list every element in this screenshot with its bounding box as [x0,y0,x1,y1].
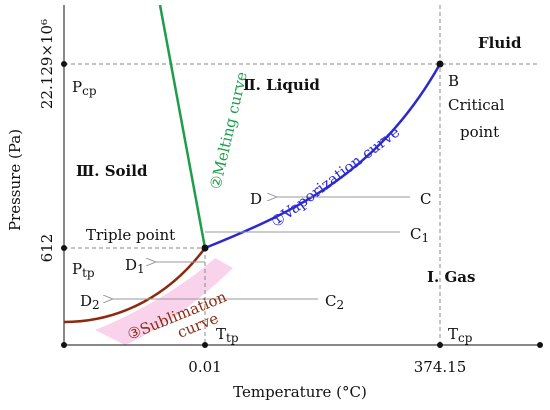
point-C-label: C [420,190,431,208]
ttp-label: Ttp [216,325,239,345]
y-axis-label: Pressure (Pa) [6,129,24,231]
critical-point-letter: B [448,72,459,90]
pcp-label: Pcp [72,78,97,98]
tcp-axis-dot [437,342,443,348]
point-D2-label: D2 [80,292,100,312]
critical-point-dot [436,60,444,68]
melting-curve-label: ②Melting curve [206,70,251,191]
y-tick-ptp: 612 [38,234,56,263]
region-solid: Ⅲ. Soild [76,162,148,180]
ttp-axis-dot [202,342,208,348]
region-liquid: Ⅱ. Liquid [243,76,320,94]
ptp-label: Ptp [72,260,95,280]
x-axis-label: Temperature (°C) [233,383,367,401]
critical-point-label-1: Critical [448,96,505,114]
x-tick-ttp: 0.01 [188,358,221,376]
tcp-label: Tcp [448,325,473,345]
sublimation-highlight [95,258,233,345]
x-tick-tcp: 374.15 [414,358,467,376]
ptp-axis-dot [61,245,67,251]
vaporization-curve-label: ①Vaporization curve [268,123,404,231]
point-D-label: D [250,190,262,208]
triple-point-dot [201,244,209,252]
y-tick-pcp: 22.129×10⁶ [38,19,56,109]
point-D1-label: D1 [125,256,145,276]
point-C1-label: C1 [410,225,429,245]
region-fluid: Fluid [478,34,522,52]
sublimation-curve [63,247,207,324]
pcp-axis-dot [61,61,67,67]
melting-curve [158,4,207,249]
triple-point-label: Triple point [86,226,175,244]
x-axis-end-dot [537,342,543,348]
region-gas: Ⅰ. Gas [427,268,475,286]
vaporization-curve [204,63,442,250]
critical-point-label-2: point [460,123,499,141]
point-C2-label: C2 [325,292,344,312]
origin-dot [61,342,67,348]
